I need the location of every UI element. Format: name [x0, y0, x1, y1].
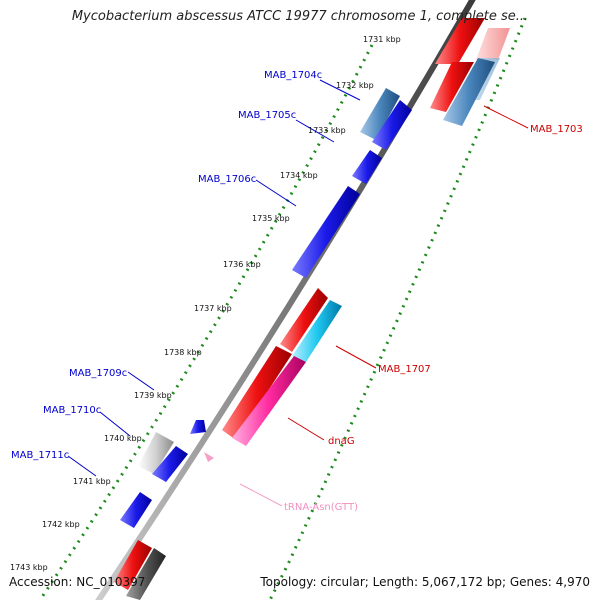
gene-MAB_1706c-b[interactable] — [292, 186, 360, 278]
gene-dnaG-pink[interactable] — [232, 356, 306, 446]
tick-label: 1739 kbp — [134, 391, 172, 400]
leader-MAB_1710c — [99, 411, 131, 437]
tick-label: 1735 kbp — [252, 214, 290, 223]
gene-dnaG-red[interactable] — [222, 346, 292, 440]
label-MAB_1709c[interactable]: MAB_1709c — [69, 368, 127, 379]
tick-label: 1731 kbp — [363, 35, 401, 44]
label-MAB_1704c[interactable]: MAB_1704c — [264, 70, 322, 81]
tick-label: 1736 kbp — [223, 260, 261, 269]
gene-MAB_1703-red[interactable] — [435, 18, 485, 64]
label-dnaG[interactable]: dnaG — [328, 436, 355, 447]
accession-label: Accession: NC_010397 — [9, 575, 146, 589]
gene-MAB_1707-cyan[interactable] — [292, 300, 342, 362]
gene-MAB_1705c-blue[interactable] — [372, 100, 412, 150]
label-MAB_1703[interactable]: MAB_1703 — [530, 124, 583, 135]
gene-small-blue[interactable] — [190, 420, 206, 434]
forward-strand-genes — [114, 18, 495, 600]
gene-MAB_1704c-steel[interactable] — [360, 88, 400, 140]
leader-dnaG — [287, 417, 325, 441]
label-MAB_1705c[interactable]: MAB_1705c — [238, 110, 296, 121]
leader-MAB_1704c — [319, 79, 361, 101]
tick-label: 1732 kbp — [336, 81, 374, 90]
leader-MAB_1709c — [127, 371, 155, 391]
tRNA-Asn-marker[interactable] — [204, 452, 214, 462]
gene-MAB_1707-red[interactable] — [280, 288, 328, 352]
label-MAB_1710c[interactable]: MAB_1710c — [43, 405, 101, 416]
label-MAB_1711c[interactable]: MAB_1711c — [11, 450, 69, 461]
gene-MAB_1703-arrow[interactable] — [430, 62, 474, 112]
tick-label: 1743 kbp — [10, 563, 48, 572]
tick-label: 1733 kbp — [308, 126, 346, 135]
chromosome-backbone — [95, 0, 476, 600]
gene-MAB_1703-steel[interactable] — [443, 58, 495, 126]
leader-tRNA — [239, 483, 283, 507]
label-tRNA[interactable]: tRNA-Asn(GTT) — [284, 502, 358, 513]
ruler-labels: 1731 kbp 1732 kbp 1733 kbp 1734 kbp 1735… — [10, 35, 401, 572]
leader-MAB_1707 — [335, 345, 377, 369]
tick-label: 1737 kbp — [194, 304, 232, 313]
gene-MAB_1706c-a[interactable] — [352, 150, 382, 184]
leader-MAB_1705c — [295, 119, 335, 143]
gene-MAB_1711c-blue[interactable] — [120, 492, 152, 528]
feature-labels: MAB_1703 MAB_1704c MAB_1705c MAB_1706c M… — [11, 70, 583, 513]
reverse-strand-genes — [120, 88, 412, 528]
leader-MAB_1711c — [67, 455, 97, 477]
pale-gene-segment — [476, 28, 510, 60]
gene-MAB_1710c-blue[interactable] — [152, 446, 188, 482]
genome-summary: Topology: circular; Length: 5,067,172 bp… — [260, 575, 590, 589]
gene-bottom-dark[interactable] — [126, 548, 166, 600]
label-leaders — [67, 79, 529, 507]
leader-MAB_1703 — [483, 105, 529, 129]
tick-label: 1734 kbp — [280, 171, 318, 180]
leader-MAB_1706c — [255, 179, 297, 207]
map-title: Mycobacterium abscessus ATCC 19977 chrom… — [71, 9, 529, 24]
inner-tick-ring — [38, 44, 374, 600]
tick-label: 1740 kbp — [104, 434, 142, 443]
label-MAB_1706c[interactable]: MAB_1706c — [198, 174, 256, 185]
gene-bottom-red[interactable] — [114, 540, 152, 590]
tick-label: 1741 kbp — [73, 477, 111, 486]
gene-MAB_1709c-gray[interactable] — [138, 432, 174, 474]
label-MAB_1707[interactable]: MAB_1707 — [378, 364, 431, 375]
tick-label: 1742 kbp — [42, 520, 80, 529]
tick-label: 1738 kbp — [164, 348, 202, 357]
